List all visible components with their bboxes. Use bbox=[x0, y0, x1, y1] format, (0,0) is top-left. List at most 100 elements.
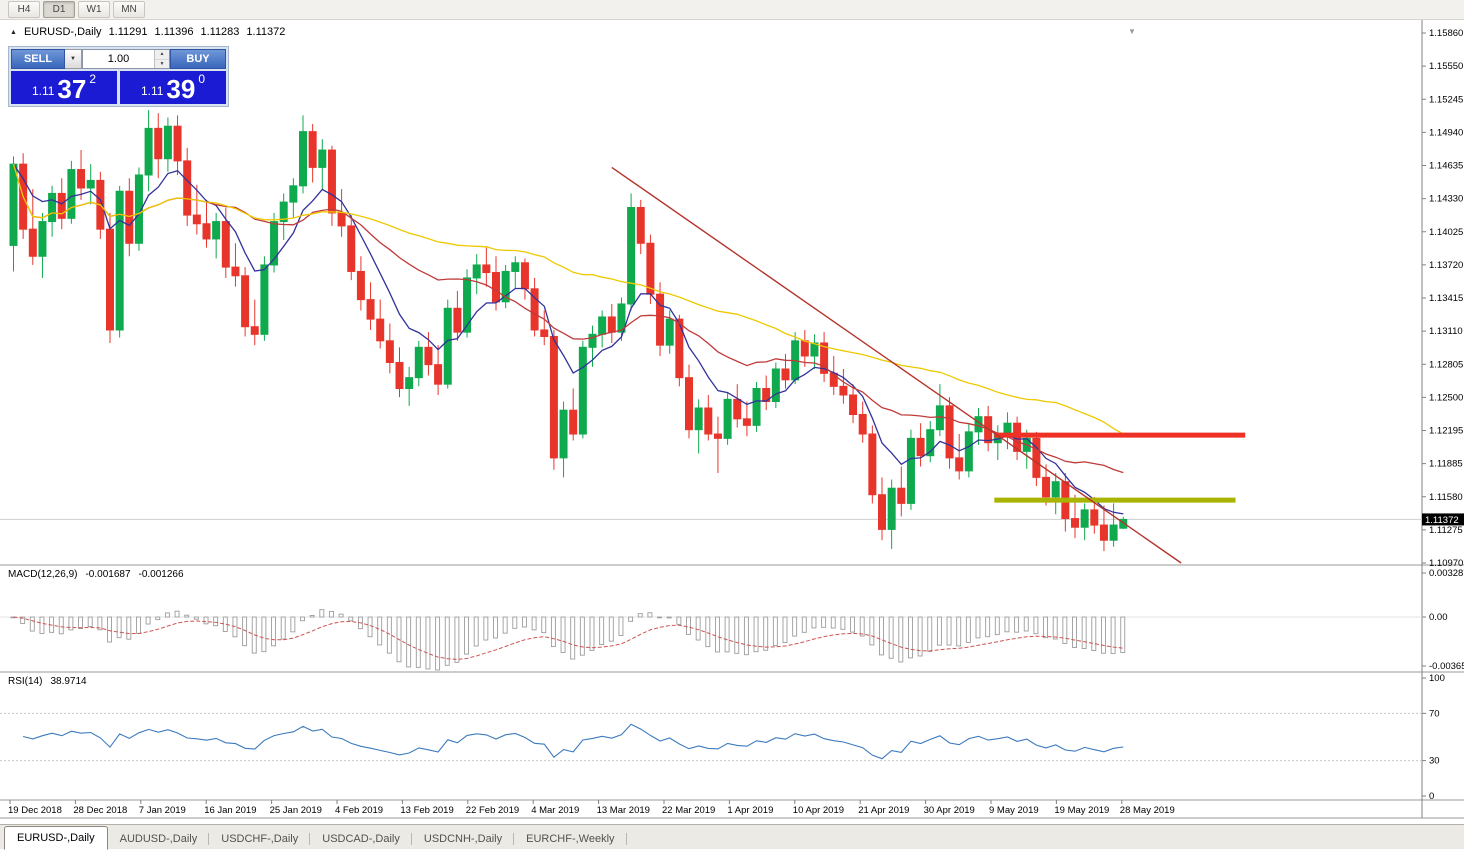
candle bbox=[356, 270, 365, 301]
macd-histogram-bar bbox=[927, 616, 933, 652]
rsi-axis-label: 30 bbox=[1429, 756, 1440, 767]
macd-histogram-bar bbox=[994, 616, 1000, 636]
macd-histogram-bar bbox=[309, 615, 315, 618]
candle bbox=[733, 398, 742, 420]
macd-histogram-bar bbox=[1091, 616, 1097, 651]
buy-price-big: 39 bbox=[166, 74, 196, 104]
volume-dropdown-button[interactable]: ▼ bbox=[65, 49, 82, 69]
volume-input[interactable] bbox=[83, 50, 154, 68]
candle bbox=[878, 494, 886, 530]
price-axis-label: 1.13720 bbox=[1429, 260, 1463, 271]
spinner-down-icon[interactable]: ▼ bbox=[155, 59, 169, 68]
macd-histogram-bar bbox=[483, 616, 489, 641]
macd-histogram-bar bbox=[782, 616, 788, 644]
candle bbox=[665, 318, 674, 346]
macd-histogram-bar bbox=[618, 616, 624, 636]
sell-button[interactable]: SELL bbox=[11, 49, 65, 69]
macd-histogram-bar bbox=[135, 616, 141, 634]
price-axis-label: 1.14635 bbox=[1429, 161, 1463, 172]
macd-histogram-bar bbox=[1043, 616, 1049, 639]
date-axis-label: 19 Dec 2018 bbox=[8, 805, 62, 816]
chart-window: 1.15860 1.15550 1.15245 1.14940 1.14635 1.143… bbox=[0, 20, 1464, 824]
candle bbox=[163, 125, 172, 160]
candle bbox=[520, 262, 529, 290]
candle bbox=[636, 206, 645, 244]
candle bbox=[134, 174, 143, 244]
timeframe-toolbar: H4 D1 W1 MN bbox=[0, 0, 1464, 20]
macd-histogram-bar bbox=[1100, 616, 1106, 654]
price-axis-label: 1.10970 bbox=[1429, 558, 1463, 569]
macd-histogram-bar bbox=[686, 616, 691, 635]
price-chart-canvas[interactable]: 1.15860 1.15550 1.15245 1.14940 1.14635 1.143… bbox=[0, 20, 1464, 824]
candle bbox=[376, 318, 385, 342]
candle bbox=[627, 206, 636, 305]
macd-histogram-bar bbox=[97, 616, 103, 631]
candle bbox=[540, 329, 549, 337]
macd-histogram-bar bbox=[531, 616, 537, 631]
tab-audusd-daily[interactable]: AUDUSD-,Daily bbox=[108, 829, 210, 849]
candle bbox=[28, 228, 37, 257]
candle bbox=[569, 409, 578, 435]
tab-usdcad-daily[interactable]: USDCAD-,Daily bbox=[310, 829, 412, 849]
candle bbox=[279, 201, 288, 223]
sell-price-box[interactable]: 1.11 37 2 bbox=[11, 71, 117, 104]
candle bbox=[1051, 481, 1060, 498]
candle bbox=[125, 190, 134, 244]
macd-histogram-bar bbox=[348, 616, 354, 622]
macd-histogram-bar bbox=[705, 616, 711, 648]
timeframe-d1-button[interactable]: D1 bbox=[43, 1, 75, 18]
candle bbox=[144, 127, 153, 176]
current-price-tag bbox=[1422, 513, 1464, 526]
volume-field: ▲ ▼ bbox=[82, 49, 170, 69]
ohlc-close-value: 1.11372 bbox=[246, 26, 286, 38]
macd-histogram-bar bbox=[473, 616, 479, 647]
macd-axis-label: 0.00 bbox=[1429, 612, 1448, 623]
chart-collapse-icon[interactable]: ▲ bbox=[10, 28, 17, 36]
buy-price-box[interactable]: 1.11 39 0 bbox=[120, 71, 226, 104]
buy-button[interactable]: BUY bbox=[170, 49, 226, 69]
price-axis-label: 1.12500 bbox=[1429, 392, 1463, 403]
scroll-to-end-icon[interactable]: ▼ bbox=[1128, 27, 1136, 36]
ma-slow-line bbox=[12, 163, 1124, 435]
ma-fast-line bbox=[12, 163, 1124, 515]
candle bbox=[1042, 476, 1051, 498]
candle bbox=[607, 316, 616, 333]
macd-histogram-bar bbox=[715, 616, 720, 653]
tab-eurusd-daily[interactable]: EURUSD-,Daily bbox=[4, 826, 108, 850]
timeframe-mn-button[interactable]: MN bbox=[113, 1, 145, 18]
candle bbox=[318, 149, 327, 168]
spinner-up-icon[interactable]: ▲ bbox=[155, 50, 169, 60]
timeframe-h4-button[interactable]: H4 bbox=[8, 1, 40, 18]
price-axis-label: 1.15550 bbox=[1429, 61, 1463, 72]
macd-histogram-bar bbox=[502, 616, 508, 634]
macd-axis-label: -0.003655 bbox=[1429, 661, 1464, 672]
date-axis-label: 7 Jan 2019 bbox=[139, 805, 186, 816]
macd-histogram-bar bbox=[550, 616, 556, 648]
macd-histogram-bar bbox=[975, 616, 981, 639]
macd-histogram-bar bbox=[724, 616, 730, 653]
macd-histogram-bar bbox=[859, 616, 865, 637]
candle bbox=[1090, 509, 1099, 526]
ohlc-low-value: 1.11283 bbox=[200, 26, 240, 38]
candle bbox=[916, 437, 925, 457]
price-axis-label: 1.14940 bbox=[1429, 127, 1463, 138]
price-axis-label: 1.15245 bbox=[1429, 94, 1463, 105]
tab-eurchf-weekly[interactable]: EURCHF-,Weekly bbox=[514, 829, 627, 849]
macd-histogram-bar bbox=[985, 616, 991, 638]
candle bbox=[231, 266, 240, 277]
tab-usdchf-daily[interactable]: USDCHF-,Daily bbox=[209, 829, 311, 849]
sell-price-pipette: 2 bbox=[89, 72, 97, 86]
macd-histogram-bar bbox=[116, 616, 122, 639]
macd-histogram-bar bbox=[1081, 616, 1087, 650]
date-axis-label: 28 Dec 2018 bbox=[73, 805, 127, 816]
price-axis-label: 1.14025 bbox=[1429, 227, 1463, 238]
candle bbox=[183, 160, 192, 216]
candle bbox=[434, 364, 443, 385]
candle bbox=[771, 368, 780, 403]
timeframe-w1-button[interactable]: W1 bbox=[78, 1, 110, 18]
tab-usdcnh-daily[interactable]: USDCNH-,Daily bbox=[412, 829, 515, 849]
macd-histogram-bar bbox=[232, 616, 238, 638]
candle bbox=[1119, 518, 1128, 529]
candle bbox=[173, 125, 182, 162]
macd-histogram-bar bbox=[522, 616, 527, 628]
